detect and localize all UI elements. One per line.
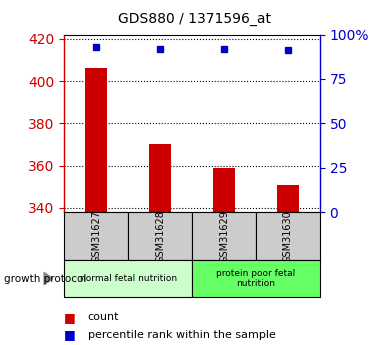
Bar [277,185,299,212]
Text: percentile rank within the sample: percentile rank within the sample [88,330,276,339]
Bar [85,68,108,212]
Bar [192,260,320,297]
Text: GSM31630: GSM31630 [283,210,293,263]
Bar [213,168,235,212]
Polygon shape [44,273,53,285]
Bar [149,145,171,212]
Text: growth protocol: growth protocol [4,274,86,284]
Text: count: count [88,313,119,322]
Text: ■: ■ [64,311,76,324]
Bar [128,212,192,260]
Bar [256,212,320,260]
Bar [64,260,192,297]
Text: protein poor fetal
nutrition: protein poor fetal nutrition [216,269,296,288]
Text: GSM31629: GSM31629 [219,210,229,263]
Text: GDS880 / 1371596_at: GDS880 / 1371596_at [119,12,271,26]
Bar [192,212,256,260]
Text: normal fetal nutrition: normal fetal nutrition [80,274,177,283]
Text: ■: ■ [64,328,76,341]
Bar [64,212,128,260]
Text: GSM31628: GSM31628 [155,210,165,263]
Text: GSM31627: GSM31627 [91,210,101,263]
